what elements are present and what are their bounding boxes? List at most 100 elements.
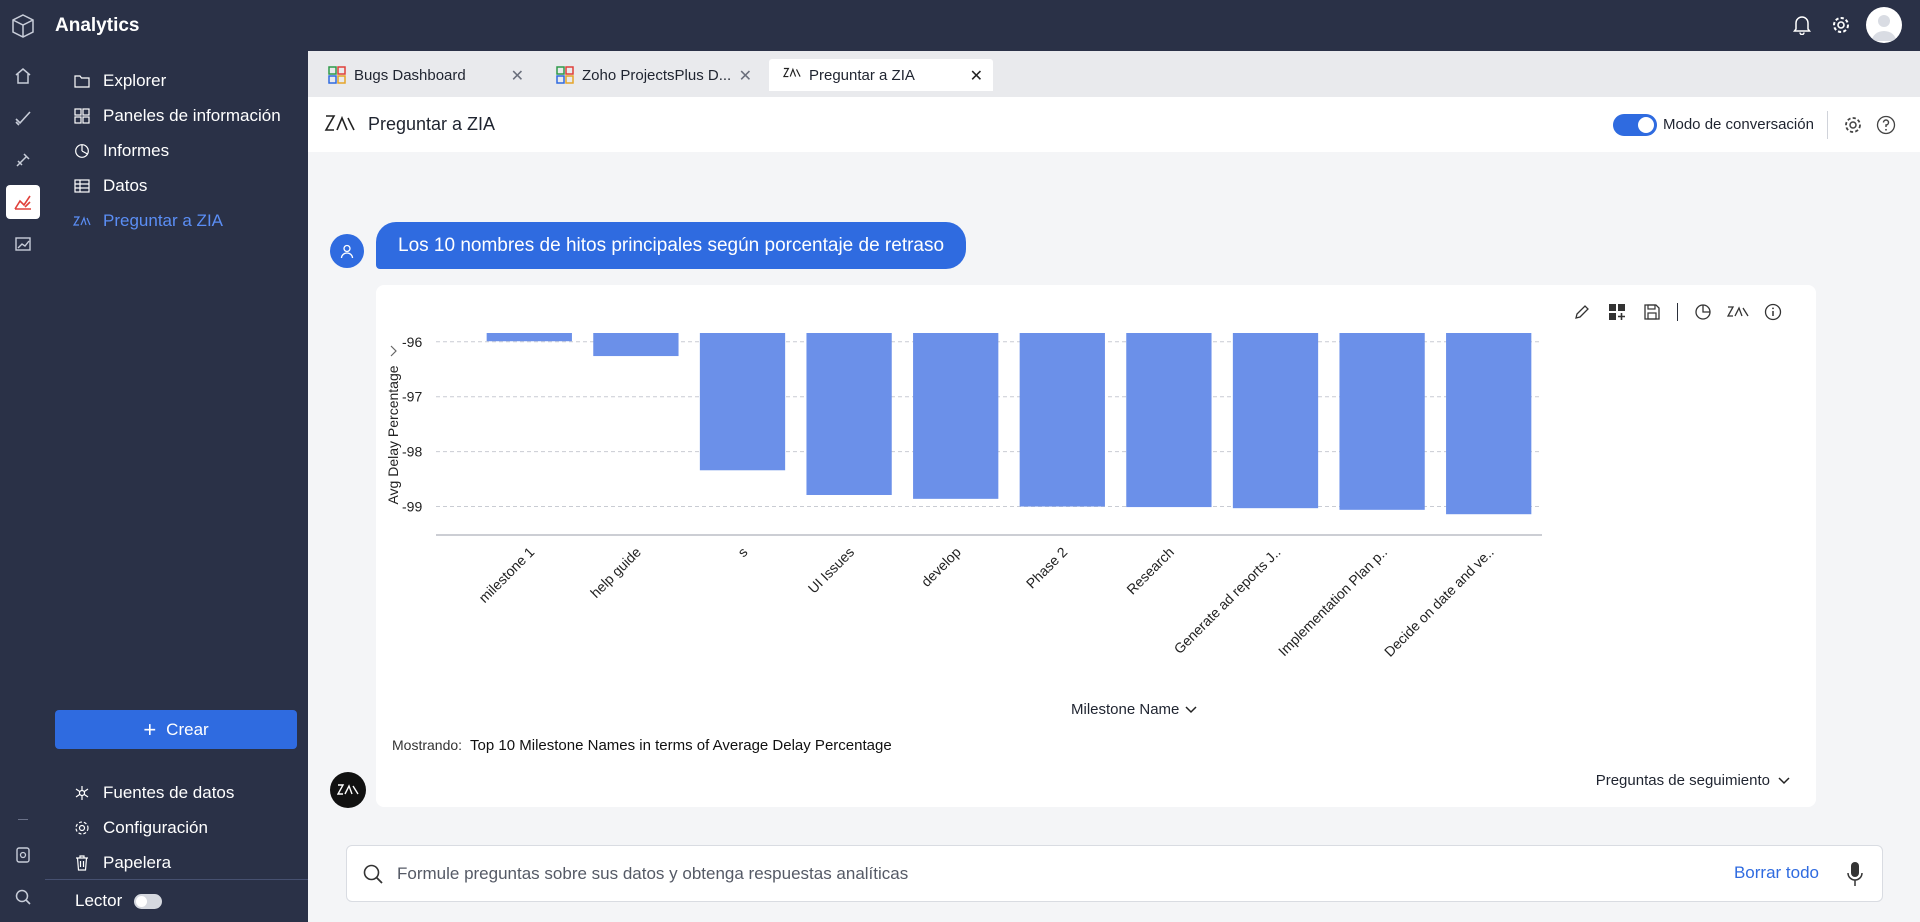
y-tick-label: -99 [402,499,422,515]
search-icon[interactable] [6,880,40,914]
top-bar [308,0,1920,51]
reports-icon[interactable] [6,227,40,261]
info-icon[interactable] [1760,299,1786,325]
x-tick-label: milestone 1 [475,544,537,606]
zia-icon [324,112,356,139]
reader-mode: Lector [45,879,308,922]
showing-label: Mostrando: [392,737,463,753]
sidebar-item-settings[interactable]: Configuración [45,810,308,845]
sidebar-item-explorer[interactable]: Explorer [45,63,308,98]
chevron-down-icon [1778,776,1790,785]
answer-card: -96 -97 -98 -99 Avg Delay Percentage mileston… [376,285,1816,807]
edit-icon[interactable] [1569,299,1595,325]
sidebar-item-label: Paneles de información [103,105,281,125]
bar [806,333,892,495]
ask-input[interactable] [397,860,1597,888]
x-axis-label: Milestone Name [1071,701,1180,718]
followup-label: Preguntas de seguimiento [1595,772,1770,789]
sidebar-bottom-nav: Fuentes de datos Configuración Papelera [45,775,308,880]
bar [486,333,572,342]
x-tick-label: s [734,544,750,560]
toolbar-divider [1677,303,1678,321]
card-toolbar [1560,299,1786,325]
plus-icon: + [143,716,157,742]
clear-all-button[interactable]: Borrar todo [1733,863,1819,882]
report-icon [73,142,91,160]
folder-icon [73,72,91,90]
rail-divider [17,819,28,820]
sidebar-item-label: Configuración [103,817,208,837]
tab-ask-zia[interactable]: Preguntar a ZIA ✕ [769,59,993,91]
page-title: Preguntar a ZIA [368,114,496,134]
tab-bugs-dashboard[interactable]: Bugs Dashboard ✕ [314,59,534,91]
y-axis-label: Avg Delay Percentage [385,365,401,504]
help-icon[interactable] [1874,113,1898,137]
microphone-icon[interactable] [1846,860,1864,893]
bar [593,333,679,357]
bar [1339,333,1425,510]
sidebar-item-data-sources[interactable]: Fuentes de datos [45,775,308,810]
chevron-down-icon [1185,705,1197,714]
sidebar-item-label: Explorer [103,70,167,90]
page-header: Preguntar a ZIA Modo de conversación [308,97,1920,152]
tasks-icon[interactable] [6,101,40,135]
app-rail [0,0,45,922]
analytics-icon[interactable] [5,185,40,219]
chart-type-icon[interactable] [1690,299,1716,325]
save-icon[interactable] [1639,299,1665,325]
home-icon[interactable] [6,59,40,93]
zia-icon [73,212,91,230]
sidebar-item-ask-zia[interactable]: Preguntar a ZIA [45,203,308,238]
close-icon[interactable]: ✕ [969,68,983,85]
followup-questions-dropdown[interactable]: Preguntas de seguimiento [1596,772,1790,789]
close-icon[interactable]: ✕ [738,68,752,85]
y-tick-label: -96 [402,334,422,350]
sidebar-item-label: Informes [103,140,170,160]
sidebar-item-label: Preguntar a ZIA [103,210,224,230]
x-tick-label: Research [1123,544,1177,598]
x-axis-selector[interactable]: Milestone Name [1071,701,1197,718]
avatar[interactable] [1866,7,1902,43]
reader-mode-toggle[interactable] [134,893,163,909]
sidebar-item-trash[interactable]: Papelera [45,845,308,880]
settings-icon[interactable] [1829,13,1853,37]
bell-icon[interactable] [1790,13,1814,37]
tab-label: Zoho ProjectsPlus D... [582,66,732,84]
sidebar-item-dashboards[interactable]: Paneles de información [45,98,308,133]
add-to-dashboard-icon[interactable] [1604,299,1630,325]
x-tick-label: Implementation Plan p.. [1275,544,1390,659]
gear-icon [73,819,91,837]
app-title: Analytics [55,14,140,36]
sidebar-nav: Explorer Paneles de información Informes… [45,63,308,238]
bar [1446,333,1532,515]
y-tick-label: -98 [402,444,422,460]
zia-icon [783,66,801,84]
tab-zoho-projectsplus[interactable]: Zoho ProjectsPlus D... ✕ [542,59,762,91]
bar [1232,333,1319,509]
gear-icon[interactable] [1841,113,1865,137]
showing-summary: Mostrando: Top 10 Milestone Names in term… [392,737,892,754]
close-icon[interactable]: ✕ [510,68,524,85]
sidebar-item-label: Papelera [103,852,172,872]
sidebar-item-label: Fuentes de datos [103,782,235,802]
ask-bar: Borrar todo [346,845,1883,902]
bar [1019,333,1105,507]
create-button[interactable]: + Crear [55,710,297,749]
x-tick-label: Decide on date and ve.. [1381,544,1497,660]
sidebar-item-reports[interactable]: Informes [45,133,308,168]
cube-logo-icon[interactable] [0,0,45,51]
question-bubble: Los 10 nombres de hitos principales segú… [376,222,967,269]
issues-icon[interactable] [6,143,40,177]
zia-insights-icon[interactable] [1725,299,1751,325]
feedback-icon[interactable] [6,838,40,872]
datasource-icon [73,784,91,802]
reader-mode-label: Lector [75,891,123,910]
x-tick-label: UI Issues [805,544,858,597]
conversation-mode-toggle[interactable] [1613,114,1657,136]
zia-avatar [330,772,366,808]
sidebar: Analytics Explorer Paneles de informació… [45,0,308,922]
sidebar-item-data[interactable]: Datos [45,168,308,203]
conversation-mode-label: Modo de conversación [1663,116,1814,133]
dashboard-icon [556,66,574,84]
